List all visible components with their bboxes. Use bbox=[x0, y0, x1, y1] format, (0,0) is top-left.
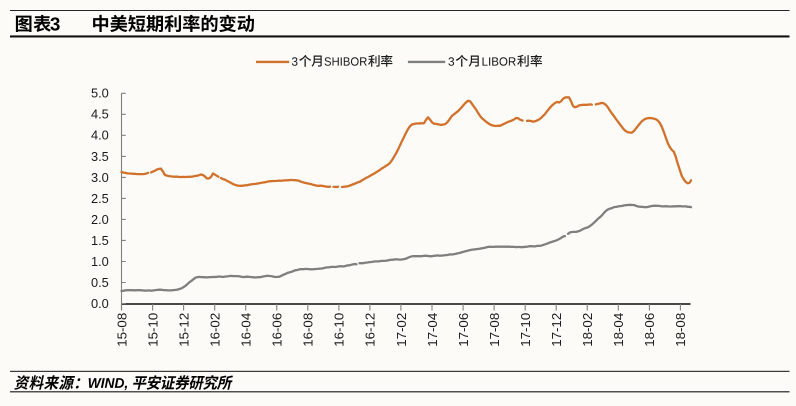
svg-text:17-04: 17-04 bbox=[425, 313, 440, 347]
svg-text:18-02: 18-02 bbox=[580, 313, 595, 347]
svg-text:15-08: 15-08 bbox=[114, 313, 129, 347]
svg-text:16-06: 16-06 bbox=[270, 313, 285, 347]
svg-text:15-10: 15-10 bbox=[145, 313, 160, 347]
svg-text:2.5: 2.5 bbox=[91, 191, 109, 206]
svg-text:17-08: 17-08 bbox=[487, 313, 502, 347]
svg-text:17-06: 17-06 bbox=[456, 313, 471, 347]
svg-text:0.0: 0.0 bbox=[91, 296, 109, 311]
svg-text:0.5: 0.5 bbox=[91, 275, 109, 290]
svg-text:2.0: 2.0 bbox=[91, 212, 109, 227]
svg-text:16-04: 16-04 bbox=[239, 313, 254, 347]
svg-text:16-12: 16-12 bbox=[363, 313, 378, 347]
svg-text:18-08: 18-08 bbox=[673, 313, 688, 347]
svg-text:1.5: 1.5 bbox=[91, 233, 109, 248]
svg-text:5.0: 5.0 bbox=[91, 86, 109, 101]
svg-text:18-04: 18-04 bbox=[611, 313, 626, 347]
svg-text:3.5: 3.5 bbox=[91, 149, 109, 164]
svg-text:17-12: 17-12 bbox=[549, 313, 564, 347]
svg-text:16-02: 16-02 bbox=[208, 313, 223, 347]
svg-text:18-06: 18-06 bbox=[642, 313, 657, 347]
svg-text:17-02: 17-02 bbox=[394, 313, 409, 347]
svg-text:4.5: 4.5 bbox=[91, 107, 109, 122]
svg-text:3.0: 3.0 bbox=[91, 170, 109, 185]
svg-text:16-10: 16-10 bbox=[332, 313, 347, 347]
svg-text:15-12: 15-12 bbox=[176, 313, 191, 347]
svg-text:4.0: 4.0 bbox=[91, 128, 109, 143]
svg-text:16-08: 16-08 bbox=[301, 313, 316, 347]
svg-text:17-10: 17-10 bbox=[518, 313, 533, 347]
svg-text:1.0: 1.0 bbox=[91, 254, 109, 269]
